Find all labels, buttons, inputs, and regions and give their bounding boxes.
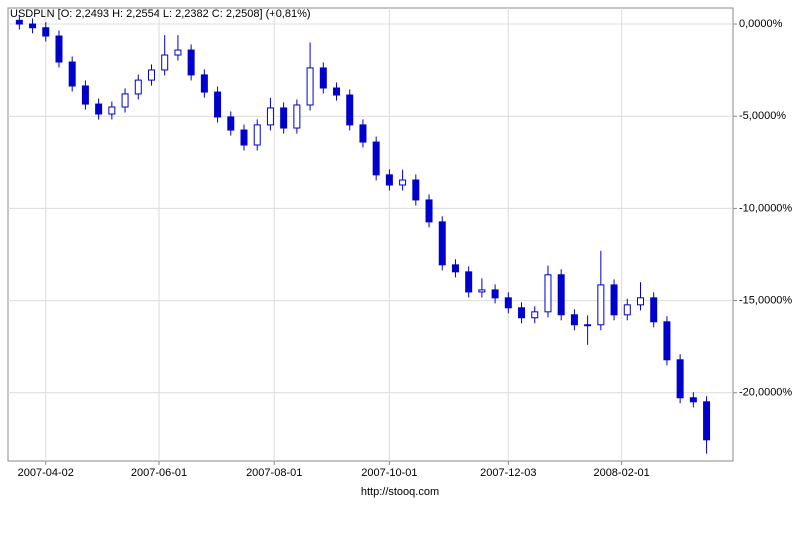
candle-body [266, 107, 274, 126]
candle-body [438, 221, 446, 266]
x-tick-label: 2007-04-02 [18, 467, 74, 479]
candle-body [650, 297, 658, 323]
candle-body [81, 85, 89, 105]
x-tick-label: 2007-06-01 [131, 467, 187, 479]
candle-body [147, 69, 155, 81]
x-tick-label: 2007-10-01 [361, 467, 417, 479]
candle-body [42, 27, 50, 37]
candle-body [504, 297, 512, 309]
y-tick-label: -5,0000% [739, 110, 786, 122]
candle-body [451, 264, 459, 273]
x-tick-label: 2007-12-03 [480, 467, 536, 479]
candle-body [570, 314, 578, 326]
candle-body [636, 297, 644, 306]
footer: http://stooq.com [361, 486, 439, 498]
y-tick-label: 0,0000% [739, 18, 783, 30]
candle-body [15, 19, 23, 25]
candle-body [425, 199, 433, 223]
y-tick-label: -10,0000% [739, 202, 792, 214]
candle-body [597, 284, 605, 326]
candle-body [412, 179, 420, 201]
candle-body [29, 23, 37, 29]
candle-body [121, 93, 129, 108]
candle-body [174, 49, 182, 56]
candle-body [214, 91, 222, 118]
candle-body [200, 74, 208, 93]
plot-frame [7, 7, 734, 462]
candle-body [610, 284, 618, 316]
candle-body [584, 324, 592, 327]
x-tick-label: 2008-02-01 [593, 467, 649, 479]
candle-body [95, 103, 103, 115]
candle-body [531, 311, 539, 319]
candle-body [557, 274, 565, 316]
candle-body [491, 289, 499, 299]
candle-body [68, 61, 76, 87]
candle-body [333, 87, 341, 96]
candle-body [134, 79, 142, 95]
candle-body [385, 174, 393, 186]
candle-body [306, 67, 314, 106]
candle-body [161, 54, 169, 71]
candle-body [663, 321, 671, 361]
candle-body [55, 35, 63, 63]
candle-body [372, 141, 380, 176]
candle-body [518, 307, 526, 319]
candle-body [319, 67, 327, 89]
candle-body [187, 49, 195, 76]
candle-body [280, 107, 288, 129]
candle-body [346, 94, 354, 126]
candle-body [359, 124, 367, 143]
candle-body [240, 129, 248, 146]
candle-body [689, 397, 697, 403]
candle-body [544, 274, 552, 313]
candle-body [703, 401, 711, 441]
candle-body [253, 124, 261, 146]
candle-body [478, 289, 486, 293]
candle-body [293, 104, 301, 129]
x-tick-label: 2007-08-01 [246, 467, 302, 479]
chart-title: USDPLN [O: 2,2493 H: 2,2554 L: 2,2382 C:… [10, 8, 311, 20]
y-tick-label: -20,0000% [739, 387, 792, 399]
candle-body [399, 179, 407, 186]
candle-body [676, 359, 684, 399]
candle-body [108, 106, 116, 115]
y-tick-label: -15,0000% [739, 295, 792, 307]
candle-body [227, 116, 235, 131]
candle-body [465, 271, 473, 293]
candle-body [623, 304, 631, 316]
